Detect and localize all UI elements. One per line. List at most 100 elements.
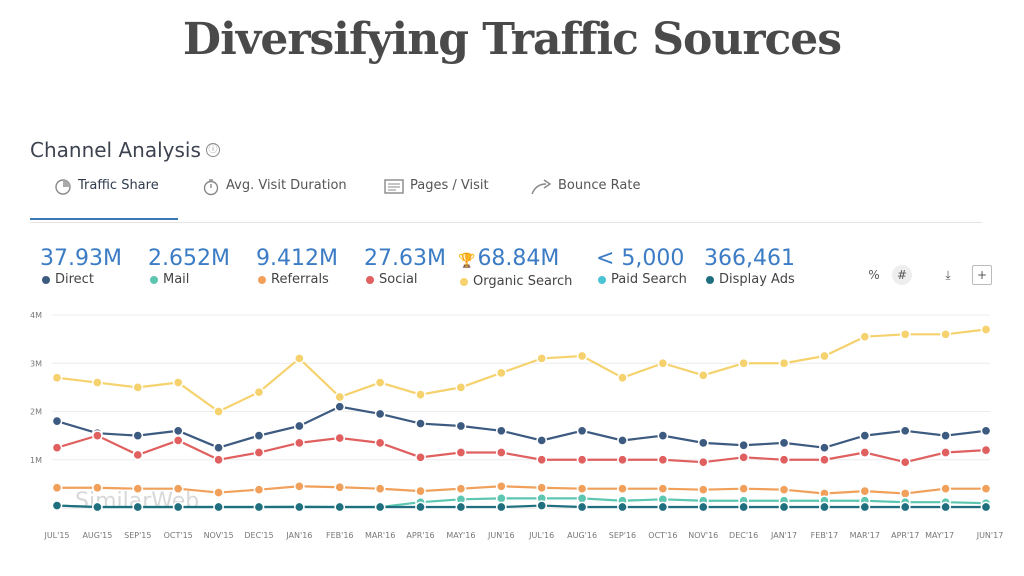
data-point[interactable] (697, 437, 709, 449)
data-point[interactable] (172, 501, 184, 513)
data-point[interactable] (415, 501, 426, 513)
metric-display-ads[interactable]: 366,461 Display Ads (704, 246, 795, 288)
data-point[interactable] (92, 501, 103, 513)
data-point[interactable] (980, 501, 992, 513)
metric-direct[interactable]: 37.93M Direct (40, 246, 122, 288)
data-point[interactable] (940, 447, 951, 458)
data-point[interactable] (495, 425, 507, 437)
data-point[interactable] (940, 501, 951, 513)
data-point[interactable] (51, 372, 63, 384)
data-point[interactable] (819, 442, 830, 454)
data-point[interactable] (899, 456, 911, 468)
data-point[interactable] (576, 350, 588, 362)
metric-mail[interactable]: 2.652M Mail (148, 246, 230, 288)
data-point[interactable] (495, 447, 507, 458)
data-point[interactable] (334, 481, 346, 493)
data-point[interactable] (899, 488, 911, 499)
data-point[interactable] (778, 437, 790, 449)
data-point[interactable] (51, 442, 63, 454)
metric-referrals[interactable]: 9.412M Referrals (256, 246, 338, 288)
data-point[interactable] (819, 350, 830, 362)
data-point[interactable] (859, 331, 871, 343)
info-icon[interactable]: ⓘ (206, 143, 220, 157)
data-point[interactable] (253, 484, 265, 496)
data-point[interactable] (495, 367, 507, 379)
data-point[interactable] (738, 451, 750, 463)
data-point[interactable] (495, 480, 507, 492)
data-point[interactable] (253, 386, 265, 398)
data-point[interactable] (213, 406, 224, 417)
data-point[interactable] (536, 353, 548, 364)
data-point[interactable] (213, 454, 224, 466)
data-point[interactable] (617, 501, 628, 513)
data-point[interactable] (859, 485, 871, 497)
data-point[interactable] (536, 500, 548, 511)
data-point[interactable] (778, 357, 790, 369)
data-point[interactable] (738, 483, 750, 495)
data-point[interactable] (132, 501, 144, 513)
data-point[interactable] (778, 484, 790, 496)
tab-traffic-share[interactable]: Traffic Share (30, 178, 178, 220)
data-point[interactable] (536, 482, 548, 494)
data-point[interactable] (697, 369, 709, 381)
data-point[interactable] (738, 439, 750, 451)
data-point[interactable] (253, 430, 265, 441)
percent-toggle[interactable]: % (868, 268, 880, 282)
data-point[interactable] (940, 328, 951, 340)
data-point[interactable] (940, 430, 951, 441)
data-point[interactable] (536, 454, 548, 466)
data-point[interactable] (415, 451, 426, 463)
data-point[interactable] (859, 430, 871, 441)
data-point[interactable] (253, 447, 265, 458)
data-point[interactable] (576, 493, 588, 504)
data-point[interactable] (374, 483, 386, 495)
data-point[interactable] (738, 357, 750, 369)
data-point[interactable] (778, 501, 790, 513)
data-point[interactable] (172, 377, 184, 388)
tab-pages-visit[interactable]: Pages / Visit (384, 178, 489, 220)
data-point[interactable] (213, 501, 224, 513)
data-point[interactable] (374, 408, 386, 420)
data-point[interactable] (899, 501, 911, 513)
data-point[interactable] (415, 389, 426, 400)
data-point[interactable] (657, 454, 669, 466)
data-point[interactable] (92, 430, 103, 441)
data-point[interactable] (576, 425, 588, 437)
data-point[interactable] (455, 382, 467, 393)
data-point[interactable] (980, 444, 992, 456)
data-point[interactable] (92, 377, 103, 388)
data-point[interactable] (415, 485, 426, 497)
data-point[interactable] (213, 487, 224, 498)
data-point[interactable] (374, 501, 386, 513)
data-point[interactable] (92, 482, 103, 494)
data-point[interactable] (455, 447, 467, 458)
data-point[interactable] (455, 483, 467, 495)
data-point[interactable] (859, 501, 871, 513)
data-point[interactable] (293, 437, 305, 449)
count-toggle[interactable]: # (892, 265, 912, 285)
data-point[interactable] (536, 435, 548, 446)
data-point[interactable] (657, 430, 669, 441)
data-point[interactable] (213, 442, 224, 454)
data-point[interactable] (617, 483, 628, 495)
data-point[interactable] (576, 501, 588, 513)
data-point[interactable] (293, 420, 305, 432)
data-point[interactable] (51, 500, 63, 511)
data-point[interactable] (495, 493, 507, 504)
data-point[interactable] (172, 435, 184, 446)
data-point[interactable] (778, 454, 790, 466)
data-point[interactable] (617, 435, 628, 446)
data-point[interactable] (980, 483, 992, 495)
metric-paid-search[interactable]: < 5,000 Paid Search (596, 246, 687, 288)
data-point[interactable] (819, 501, 830, 513)
data-point[interactable] (334, 501, 346, 513)
data-point[interactable] (697, 501, 709, 513)
metric-organic-search[interactable]: 🏆68.84M Organic Search (458, 246, 572, 290)
data-point[interactable] (132, 430, 144, 441)
data-point[interactable] (495, 501, 507, 513)
data-point[interactable] (617, 454, 628, 466)
data-point[interactable] (293, 480, 305, 492)
data-point[interactable] (132, 449, 144, 461)
data-point[interactable] (819, 454, 830, 466)
data-point[interactable] (859, 447, 871, 458)
